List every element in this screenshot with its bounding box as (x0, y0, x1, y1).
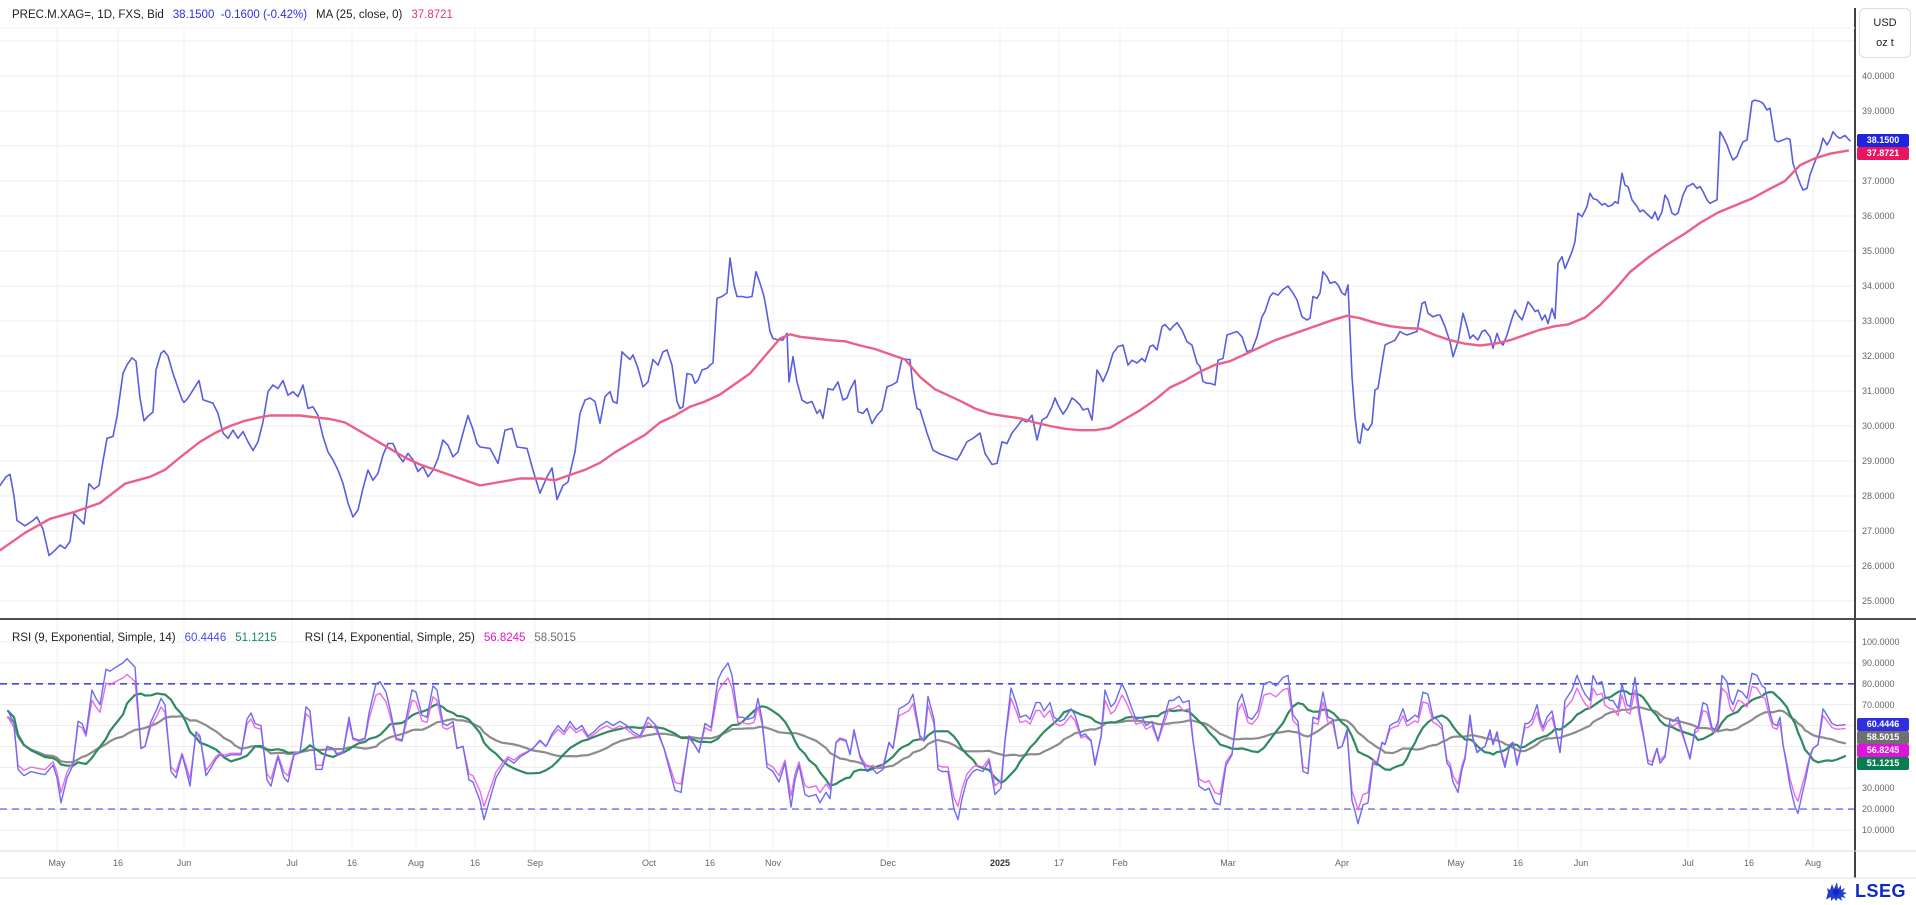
time-axis-tick: 16 (1743, 858, 1755, 868)
rsi-axis-tick: 20.0000 (1862, 804, 1895, 815)
price-axis-tick: 32.0000 (1862, 351, 1895, 361)
time-axis-tick: Aug (407, 858, 425, 868)
rsi-axis-tick: 10.0000 (1862, 825, 1895, 835)
rsi-axis-tick: 70.0000 (1862, 699, 1895, 710)
time-axis-tick: Aug (1804, 858, 1822, 868)
rsi9-value: 60.4446 (184, 632, 227, 644)
time-axis-tick: Dec (879, 858, 897, 868)
price-axis-tick: 31.0000 (1862, 386, 1895, 396)
currency-label: USD (1873, 17, 1897, 29)
rsi-axis-tick: 90.0000 (1862, 657, 1895, 668)
time-axis-tick: 17 (1053, 858, 1065, 868)
unit-label: oz t (1876, 37, 1894, 49)
lseg-wordmark: LSEG (1854, 880, 1906, 901)
ma-value-badge: 37.8721 (1857, 147, 1909, 161)
price-axis-tick: 27.0000 (1862, 526, 1895, 536)
time-axis-tick: Nov (764, 858, 782, 868)
time-axis-tick: 16 (1512, 858, 1524, 868)
ma25-line[interactable] (0, 149, 1850, 552)
rsi14-sma-line[interactable] (6, 706, 1847, 770)
time-axis-tick: Jul (286, 858, 298, 868)
rsi-legend[interactable]: RSI (9, Exponential, Simple, 14) 60.4446… (12, 632, 576, 644)
price-axis-tick: 35.0000 (1862, 246, 1895, 256)
time-axis-tick: 16 (704, 858, 716, 868)
time-axis-tick: May (1447, 858, 1465, 868)
rsi-axis-tick: 100.0000 (1862, 637, 1900, 647)
price-axis-tick: 37.0000 (1862, 176, 1895, 186)
price-axis-tick: 29.0000 (1862, 456, 1895, 466)
time-axis-tick: Feb (1112, 858, 1128, 868)
price-line[interactable] (0, 99, 1851, 557)
rsi9-line[interactable] (7, 658, 1846, 825)
price-axis-tick: 33.0000 (1862, 316, 1895, 326)
time-axis-tick: May (48, 858, 66, 868)
price-axis-tick: 25.0000 (1862, 596, 1895, 606)
price-axis-tick: 34.0000 (1862, 281, 1895, 291)
price-axis-tick: 40.0000 (1862, 71, 1895, 81)
main-legend[interactable]: PREC.M.XAG=, 1D, FXS, Bid 38.1500 -0.160… (12, 9, 453, 21)
price-axis-tick: 39.0000 (1862, 106, 1895, 116)
rsi-axis-tick: 80.0000 (1862, 678, 1895, 689)
ma-value: 37.8721 (411, 9, 453, 21)
price-axis-tick: 36.0000 (1862, 211, 1895, 221)
price-axis-tick: 30.0000 (1862, 421, 1895, 431)
rsi14-value: 56.8245 (483, 632, 526, 644)
rsi-value-badge: 58.5015 (1857, 731, 1909, 745)
price-axis-tick: 26.0000 (1862, 561, 1895, 571)
instrument-label: PREC.M.XAG=, 1D, FXS, Bid (12, 9, 164, 21)
time-axis-tick: Mar (1220, 858, 1236, 868)
price-axis-tick: 28.0000 (1862, 491, 1895, 501)
time-axis-tick: Oct (641, 858, 657, 868)
last-quote-value: 38.1500 -0.1600 (-0.42%) (172, 9, 308, 21)
ma-study-label[interactable]: MA (25, close, 0) (316, 9, 403, 21)
rsi-value-badge: 56.8245 (1857, 744, 1909, 758)
time-axis-tick: 16 (346, 858, 358, 868)
rsi9-sma-line[interactable] (6, 689, 1847, 787)
price-unit-box: USD oz t (1859, 8, 1911, 58)
time-axis-tick: Apr (1334, 858, 1350, 868)
time-axis-tick: 16 (112, 858, 124, 868)
lseg-logo: LSEG (1823, 880, 1906, 902)
time-axis-tick: Jun (1573, 858, 1589, 868)
lseg-lion-icon (1825, 882, 1847, 901)
last-price-badge: 38.1500 (1857, 134, 1909, 148)
rsi14-study-label[interactable]: RSI (14, Exponential, Simple, 25) (304, 632, 475, 644)
time-axis-tick: Jun (176, 858, 192, 868)
rsi-value-badge: 60.4446 (1857, 718, 1909, 732)
rsi9-sma-value: 51.1215 (235, 632, 277, 644)
time-axis-tick: Sep (526, 858, 544, 868)
time-axis-tick: Jul (1682, 858, 1694, 868)
rsi14-sma-value: 58.5015 (534, 632, 576, 644)
rsi-value-badge: 51.1215 (1857, 757, 1909, 771)
rsi-axis-tick: 30.0000 (1862, 783, 1895, 794)
time-axis-tick: 16 (469, 858, 481, 868)
rsi9-study-label[interactable]: RSI (9, Exponential, Simple, 14) (12, 632, 176, 644)
time-axis-tick: 2025 (989, 858, 1011, 868)
